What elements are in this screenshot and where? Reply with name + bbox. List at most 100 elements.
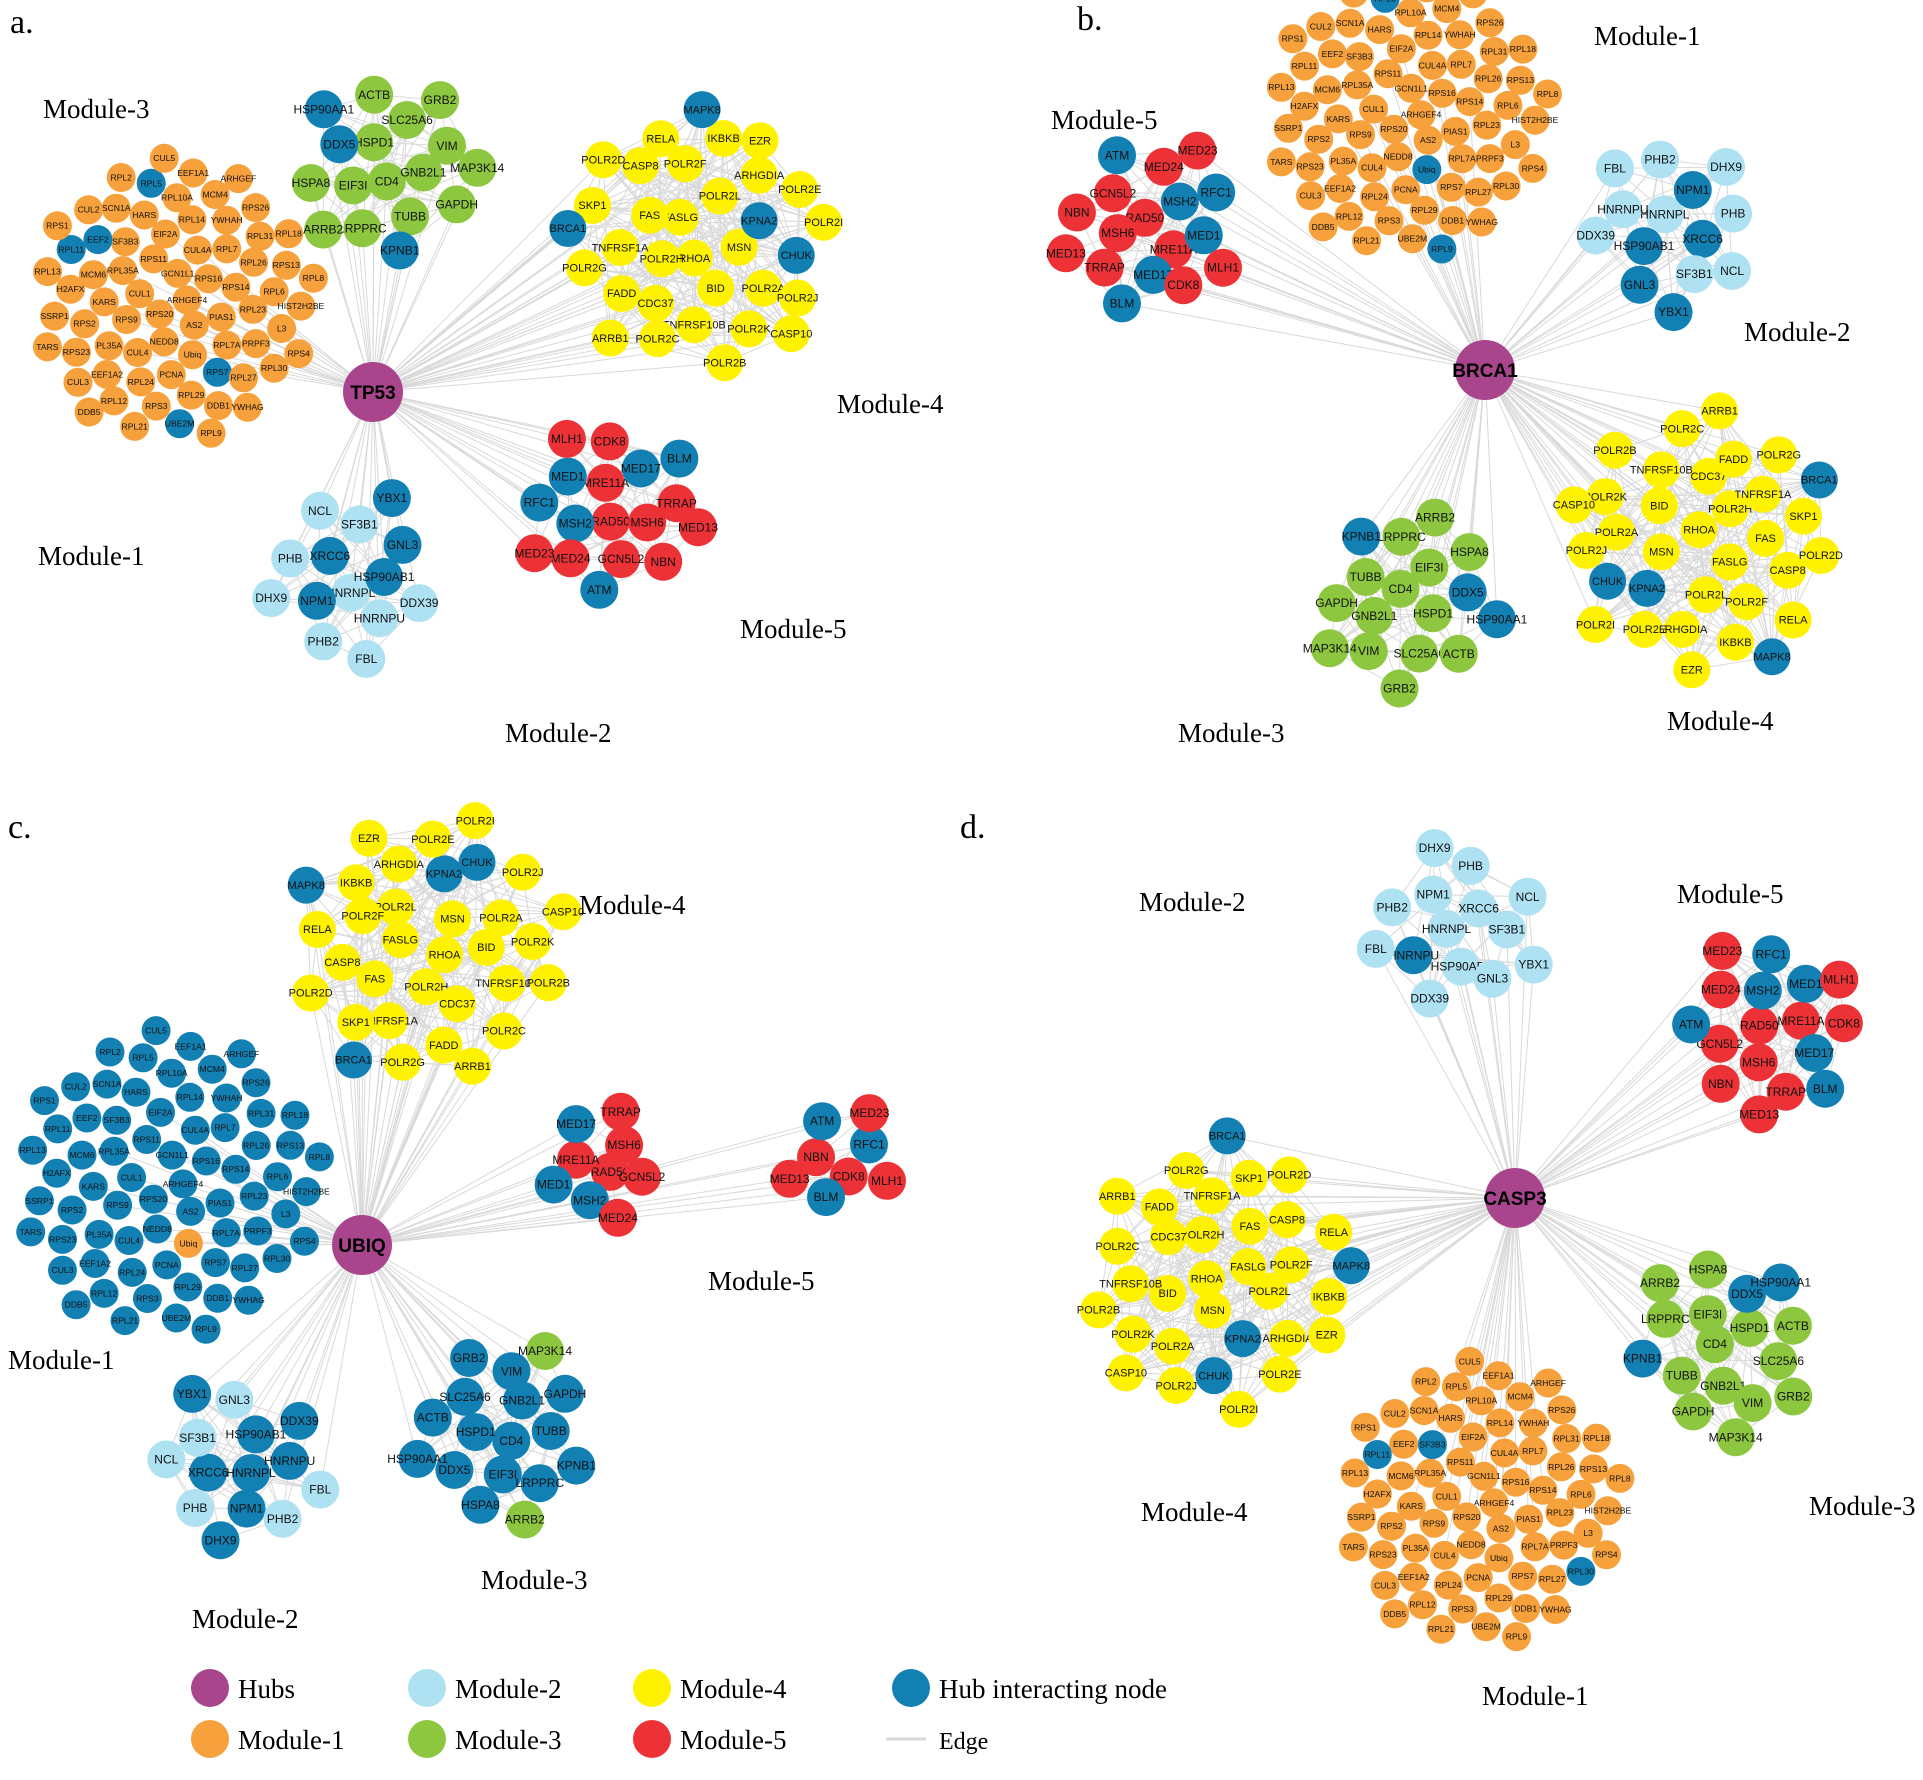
- svg-text:CHUK: CHUK: [1592, 576, 1624, 588]
- svg-text:BRCA1: BRCA1: [335, 1055, 372, 1067]
- svg-text:RPL26: RPL26: [240, 257, 266, 267]
- svg-text:RPL14: RPL14: [177, 1092, 203, 1102]
- svg-text:SF3B1: SF3B1: [341, 518, 378, 532]
- svg-text:PL35A: PL35A: [86, 1229, 112, 1239]
- svg-text:HIST2H2BE: HIST2H2BE: [277, 301, 324, 311]
- svg-text:POLR2E: POLR2E: [1623, 624, 1666, 636]
- svg-text:FBL: FBL: [1604, 161, 1626, 175]
- svg-text:EIF3I: EIF3I: [1694, 1307, 1723, 1321]
- svg-text:ACTB: ACTB: [417, 1411, 449, 1425]
- svg-text:RPL9: RPL9: [1431, 244, 1453, 254]
- svg-text:RPL23: RPL23: [241, 1191, 267, 1201]
- svg-text:KPNB1: KPNB1: [1623, 1352, 1663, 1366]
- svg-text:PRPF3: PRPF3: [242, 339, 270, 349]
- svg-text:RPL7: RPL7: [216, 244, 238, 254]
- svg-text:RPL27: RPL27: [230, 373, 256, 383]
- svg-text:Hubs: Hubs: [238, 1674, 295, 1704]
- svg-text:DDB5: DDB5: [78, 407, 101, 417]
- svg-text:GNB2L1: GNB2L1: [499, 1394, 545, 1408]
- svg-text:TRRAP: TRRAP: [1765, 1085, 1806, 1099]
- svg-text:MCM6: MCM6: [1388, 1471, 1414, 1481]
- svg-text:RPL5: RPL5: [1374, 0, 1396, 3]
- svg-text:TUBB: TUBB: [1350, 570, 1382, 584]
- svg-text:CASP10: CASP10: [770, 329, 812, 341]
- svg-text:RPL21: RPL21: [1353, 236, 1379, 246]
- svg-text:HARS: HARS: [1368, 25, 1392, 35]
- svg-text:RPS23: RPS23: [1296, 162, 1323, 172]
- svg-text:CASP8: CASP8: [1269, 1214, 1305, 1226]
- svg-text:RPL8: RPL8: [1609, 1473, 1631, 1483]
- svg-text:POLR2I: POLR2I: [1576, 619, 1615, 631]
- svg-text:SSRP1: SSRP1: [1274, 123, 1302, 133]
- svg-text:Module-4: Module-4: [579, 890, 686, 920]
- svg-text:EIF2A: EIF2A: [149, 1107, 173, 1117]
- svg-text:RPS20: RPS20: [146, 309, 173, 319]
- svg-text:VIM: VIM: [1742, 1396, 1763, 1410]
- svg-text:RPL24: RPL24: [1361, 192, 1387, 202]
- svg-text:PRPF3: PRPF3: [244, 1226, 272, 1236]
- svg-text:POLR2H: POLR2H: [1708, 504, 1752, 516]
- svg-text:PCNA: PCNA: [155, 1260, 179, 1270]
- svg-text:POLR2G: POLR2G: [380, 1057, 425, 1069]
- svg-text:Module-5: Module-5: [740, 614, 846, 644]
- svg-text:CD4: CD4: [1703, 1337, 1727, 1351]
- svg-text:RPS2: RPS2: [61, 1205, 84, 1215]
- svg-text:POLR2H: POLR2H: [404, 982, 448, 994]
- svg-text:POLR2D: POLR2D: [1799, 550, 1843, 562]
- svg-text:Module-1: Module-1: [1594, 21, 1700, 51]
- svg-text:YBX1: YBX1: [377, 491, 408, 505]
- svg-text:BLM: BLM: [1110, 297, 1135, 311]
- svg-text:MED23: MED23: [514, 546, 554, 560]
- svg-text:RPS3: RPS3: [136, 1294, 159, 1304]
- svg-text:MED1: MED1: [1789, 977, 1823, 991]
- svg-text:NBN: NBN: [803, 1150, 828, 1164]
- svg-text:RPS3: RPS3: [145, 401, 168, 411]
- svg-text:MLH1: MLH1: [1207, 261, 1239, 275]
- svg-text:GCN5L2: GCN5L2: [619, 1170, 666, 1184]
- svg-text:UBE2M: UBE2M: [162, 1313, 192, 1323]
- svg-text:TARS: TARS: [36, 342, 59, 352]
- svg-text:d.: d.: [960, 809, 986, 846]
- svg-text:ARRB2: ARRB2: [505, 1513, 545, 1527]
- svg-text:RPL12: RPL12: [91, 1288, 117, 1298]
- svg-text:ARHGDIA: ARHGDIA: [374, 859, 425, 871]
- svg-text:DDB1: DDB1: [207, 401, 230, 411]
- svg-text:POLR2C: POLR2C: [1660, 423, 1704, 435]
- svg-text:HNRNPU: HNRNPU: [1388, 948, 1439, 962]
- svg-text:Ubiq: Ubiq: [180, 1238, 198, 1248]
- svg-text:POLR2G: POLR2G: [562, 263, 607, 275]
- svg-text:MED13: MED13: [678, 520, 718, 534]
- svg-text:AS2: AS2: [1493, 1523, 1509, 1533]
- svg-text:SCN1A: SCN1A: [102, 203, 131, 213]
- svg-text:POLR2L: POLR2L: [1248, 1286, 1290, 1298]
- svg-text:MCM4: MCM4: [202, 189, 228, 199]
- svg-text:KPNA2: KPNA2: [741, 216, 777, 228]
- svg-text:HNRNPL: HNRNPL: [226, 1466, 276, 1480]
- svg-text:RPL11: RPL11: [58, 244, 84, 254]
- svg-text:TRRAP: TRRAP: [656, 496, 697, 510]
- svg-text:CUL4A: CUL4A: [181, 1125, 209, 1135]
- svg-text:POLR2A: POLR2A: [1151, 1341, 1195, 1353]
- svg-text:KPNA2: KPNA2: [1629, 583, 1665, 595]
- svg-text:Module-2: Module-2: [455, 1674, 561, 1704]
- svg-text:RPL7: RPL7: [214, 1123, 236, 1133]
- svg-text:YBX1: YBX1: [1518, 958, 1549, 972]
- svg-text:CDC37: CDC37: [1150, 1231, 1186, 1243]
- svg-text:H2AFX: H2AFX: [1291, 101, 1319, 111]
- svg-text:RPL30: RPL30: [1568, 1566, 1594, 1576]
- svg-text:VIM: VIM: [1358, 644, 1379, 658]
- svg-text:Module-4: Module-4: [1141, 1497, 1248, 1527]
- svg-text:UBE2M: UBE2M: [1398, 234, 1428, 244]
- svg-text:Module-5: Module-5: [680, 1725, 786, 1755]
- svg-text:MAP3K14: MAP3K14: [450, 161, 504, 175]
- svg-text:CDK8: CDK8: [1167, 278, 1199, 292]
- svg-text:MLH1: MLH1: [551, 432, 583, 446]
- svg-text:HSPA8: HSPA8: [1450, 545, 1489, 559]
- svg-text:GCN1L1: GCN1L1: [1467, 1471, 1501, 1481]
- svg-text:CUL4: CUL4: [118, 1236, 140, 1246]
- svg-text:RPL8: RPL8: [303, 273, 325, 283]
- svg-text:CASP3: CASP3: [1483, 1189, 1546, 1210]
- svg-text:RPS11: RPS11: [133, 1134, 160, 1144]
- svg-text:EEF1A2: EEF1A2: [1324, 184, 1356, 194]
- svg-text:POLR2A: POLR2A: [1595, 527, 1639, 539]
